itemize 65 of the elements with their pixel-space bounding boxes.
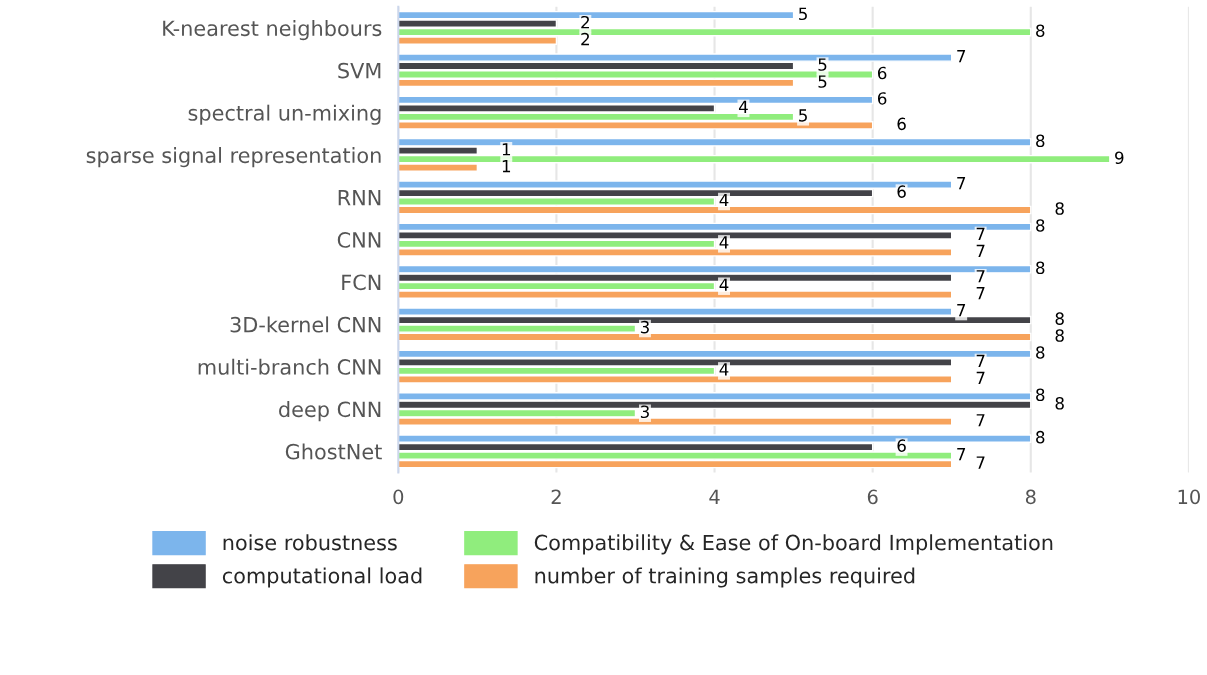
data-label: 7	[976, 354, 985, 368]
data-label: 8	[1055, 312, 1064, 325]
data-label: 7	[976, 456, 985, 469]
data-label: 4	[738, 100, 748, 113]
data-label: 4	[719, 193, 729, 207]
y-tick-label: 3D-kernel CNN	[230, 316, 381, 333]
data-label: 4	[719, 363, 729, 376]
x-tick-label: 10	[1178, 489, 1200, 505]
data-label: 3	[640, 405, 649, 419]
data-label: 7	[976, 414, 985, 427]
legend-label: noise robustness	[223, 534, 397, 551]
data-label: 7	[976, 244, 985, 257]
data-label: 6	[877, 66, 887, 80]
x-tick-label: 0	[393, 489, 404, 505]
data-label: 5	[799, 109, 807, 122]
legend-label: Compatibility & Ease of On-board Implementation	[534, 534, 1053, 555]
legend-label: number of training samples required	[535, 567, 915, 588]
y-tick-label: RNN	[338, 190, 381, 206]
data-label: 7	[957, 448, 966, 461]
data-label: 6	[897, 439, 906, 452]
data-label: 4	[719, 278, 729, 291]
x-tick-label: 6	[867, 489, 878, 505]
data-label: 2	[581, 32, 589, 46]
data-label: 2	[581, 15, 589, 29]
data-label: 7	[976, 270, 985, 283]
data-label: 7	[976, 227, 985, 240]
y-tick-label: deep CNN	[279, 401, 381, 422]
y-tick-label: spectral un-mixing	[188, 104, 381, 125]
data-label: 8	[1036, 388, 1045, 402]
data-label: 7	[957, 50, 966, 63]
data-label: 3	[640, 320, 649, 334]
y-tick-label: GhostNet	[285, 443, 382, 460]
data-label: 8	[1055, 329, 1064, 342]
data-label: 5	[818, 58, 827, 71]
y-tick-label: SVM	[338, 62, 381, 79]
data-label: 7	[957, 304, 966, 317]
x-tick-label: 2	[551, 489, 561, 504]
data-label: 5	[799, 7, 807, 21]
data-label: 7	[976, 371, 985, 384]
data-label: 1	[502, 143, 511, 156]
data-label: 8	[1036, 24, 1045, 37]
y-tick-label: K-nearest neighbours	[163, 20, 382, 41]
x-tick-label: 4	[709, 489, 720, 504]
data-label: 6	[877, 92, 887, 105]
data-label: 7	[976, 287, 985, 300]
data-label: 8	[1036, 346, 1045, 359]
legend-label: computational load	[222, 567, 422, 588]
data-label: 1	[502, 160, 511, 173]
data-label: 5	[818, 75, 827, 88]
y-tick-label: multi-branch CNN	[198, 358, 381, 375]
data-label: 6	[897, 185, 906, 198]
y-tick-label: sparse signal representation	[86, 147, 381, 168]
data-label: 8	[1036, 219, 1045, 232]
y-tick-label: CNN	[337, 232, 381, 248]
data-label: 4	[719, 236, 729, 249]
data-label: 8	[1036, 134, 1045, 148]
x-tick-label: 8	[1025, 489, 1036, 505]
data-label: 8	[1036, 261, 1045, 275]
data-label: 7	[957, 177, 966, 190]
data-label: 8	[1055, 202, 1064, 215]
data-label: 9	[1115, 151, 1124, 165]
data-label: 6	[897, 117, 906, 131]
y-tick-label: FCN	[342, 274, 381, 291]
data-label: 8	[1055, 396, 1064, 410]
data-label: 8	[1036, 430, 1045, 444]
